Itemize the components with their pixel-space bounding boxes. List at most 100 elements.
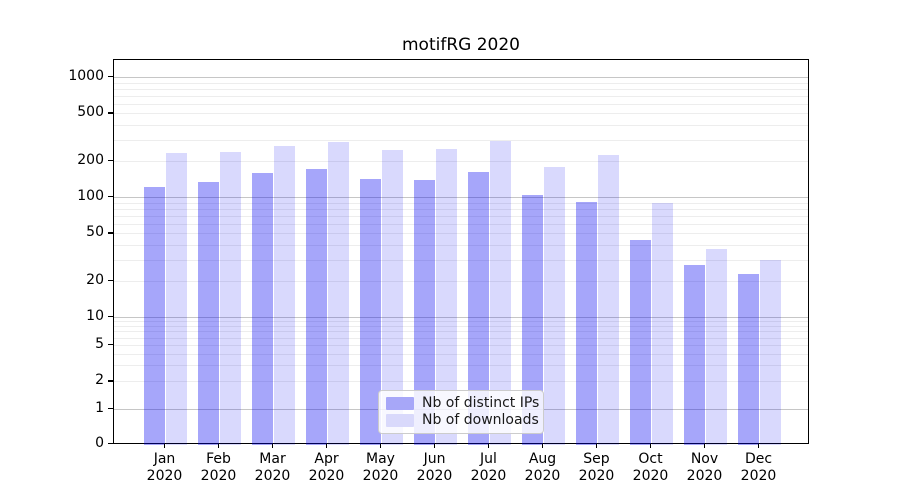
- gridline-minor: [114, 125, 808, 126]
- x-tick-label-apr: Apr 2020: [308, 451, 345, 484]
- y-tick-label: 500: [77, 104, 104, 121]
- bar-downloads-aug: [543, 166, 566, 445]
- gridline-minor: [114, 233, 808, 235]
- bar-downloads-nov: [705, 249, 728, 445]
- legend-swatch-distinct-ips-icon: [386, 397, 414, 410]
- x-tick-mark: [703, 444, 706, 448]
- bar-distinct-ips-sep: [575, 201, 598, 445]
- x-tick-mark: [379, 444, 382, 448]
- y-tick-mark: [108, 408, 113, 410]
- bar-distinct-ips-jun: [413, 179, 436, 445]
- gridline-minor: [114, 88, 808, 90]
- gridline-major: [114, 197, 808, 199]
- gridline-minor: [114, 321, 808, 323]
- bar-distinct-ips-apr: [305, 168, 328, 445]
- bar-downloads-may: [381, 149, 404, 445]
- gridline-minor: [114, 344, 808, 346]
- x-tick-mark: [487, 444, 490, 448]
- y-tick-mark: [108, 380, 113, 382]
- gridline-minor: [114, 281, 808, 283]
- x-tick-label-dec: Dec 2020: [740, 451, 777, 484]
- x-tick-mark: [595, 444, 598, 448]
- bar-downloads-oct: [651, 202, 674, 445]
- x-tick-label-jun: Jun 2020: [416, 451, 453, 484]
- gridline-minor: [114, 259, 808, 261]
- y-tick-label: 50: [86, 224, 104, 241]
- y-tick-mark: [108, 443, 113, 445]
- x-tick-label-sep: Sep 2020: [578, 451, 615, 484]
- gridline-minor: [114, 365, 808, 367]
- y-tick-mark: [108, 76, 113, 78]
- y-tick-label: 1: [95, 400, 104, 416]
- bar-distinct-ips-nov: [683, 265, 706, 445]
- gridline-minor: [114, 202, 808, 204]
- bar-downloads-feb: [219, 151, 242, 445]
- y-tick-mark: [108, 196, 113, 198]
- y-tick-label: 5: [95, 335, 104, 352]
- x-tick-label-jan: Jan 2020: [146, 451, 183, 484]
- bar-distinct-ips-dec: [737, 273, 760, 445]
- gridline-minor: [114, 331, 808, 333]
- bar-downloads-jan: [165, 152, 188, 445]
- legend-label-distinct-ips: Nb of distinct IPs: [422, 395, 540, 411]
- bar-distinct-ips-jul: [467, 171, 490, 445]
- gridline-minor: [114, 139, 808, 141]
- bar-downloads-sep: [597, 154, 620, 445]
- x-tick-mark: [271, 444, 274, 448]
- x-tick-label-aug: Aug 2020: [524, 451, 561, 484]
- y-tick-mark: [108, 112, 113, 114]
- bar-distinct-ips-aug: [521, 194, 544, 445]
- y-tick-label: 100: [77, 188, 104, 205]
- bar-distinct-ips-oct: [629, 240, 652, 445]
- y-tick-mark: [108, 343, 113, 346]
- x-tick-mark: [163, 444, 166, 448]
- gridline-minor: [114, 337, 808, 339]
- legend-swatch-downloads-icon: [386, 414, 414, 427]
- gridline-minor: [114, 103, 808, 105]
- x-tick-mark: [217, 444, 220, 448]
- y-tick-mark: [108, 280, 113, 282]
- y-tick-label: 10: [86, 308, 104, 325]
- y-tick-label: 200: [77, 152, 104, 169]
- x-tick-label-feb: Feb 2020: [200, 451, 237, 484]
- bar-downloads-jul: [489, 141, 512, 445]
- x-tick-label-oct: Oct 2020: [632, 451, 669, 484]
- bar-distinct-ips-mar: [251, 172, 274, 445]
- bar-downloads-mar: [273, 146, 296, 445]
- gridline-minor: [114, 215, 808, 217]
- y-tick-label: 1000: [68, 68, 104, 85]
- x-tick-mark: [757, 444, 760, 448]
- y-tick-mark: [108, 232, 113, 234]
- y-tick-label: 2: [95, 372, 104, 389]
- legend-item-downloads: Nb of downloads: [386, 413, 539, 428]
- y-tick-mark: [108, 160, 113, 162]
- gridline-minor: [114, 82, 808, 84]
- bar-downloads-dec: [759, 259, 782, 445]
- gridline-minor: [114, 381, 808, 383]
- bar-downloads-jun: [435, 149, 458, 445]
- legend-label-downloads: Nb of downloads: [422, 412, 539, 428]
- gridline-minor: [114, 161, 808, 163]
- x-tick-label-nov: Nov 2020: [686, 451, 723, 484]
- gridline-minor: [114, 353, 808, 355]
- y-tick-mark: [108, 316, 113, 318]
- legend: Nb of distinct IPs Nb of downloads: [378, 390, 544, 434]
- bar-distinct-ips-feb: [197, 181, 220, 445]
- x-tick-label-mar: Mar 2020: [254, 451, 291, 484]
- x-tick-mark: [541, 444, 544, 448]
- gridline-major: [114, 77, 808, 79]
- gridline-minor: [114, 113, 808, 115]
- y-tick-label: 20: [86, 272, 104, 289]
- bar-downloads-apr: [327, 142, 350, 445]
- gridline-minor: [114, 95, 808, 97]
- gridline-major: [114, 317, 808, 319]
- bar-distinct-ips-may: [359, 178, 382, 445]
- gridline-minor: [114, 223, 808, 225]
- x-tick-mark: [433, 444, 436, 448]
- gridline-minor: [114, 245, 808, 246]
- gridline-minor: [114, 326, 808, 328]
- gridline-minor: [114, 208, 808, 210]
- x-tick-mark: [649, 444, 652, 448]
- x-tick-mark: [325, 444, 328, 448]
